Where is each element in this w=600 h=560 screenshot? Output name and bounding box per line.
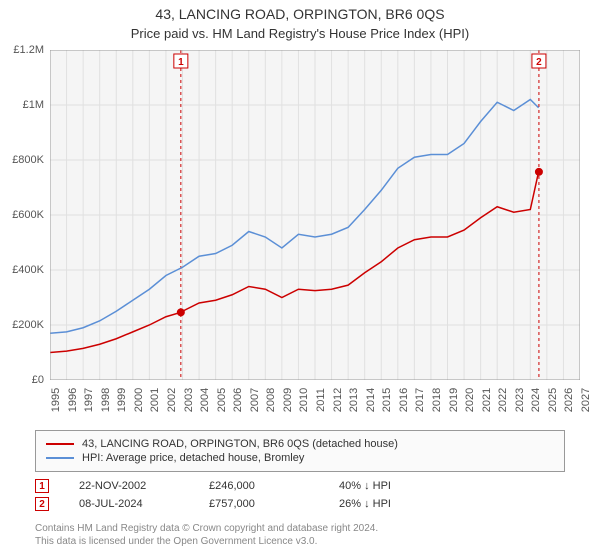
x-tick-label: 2024 xyxy=(530,388,542,412)
chart-area: 12 xyxy=(50,50,580,380)
transaction-date: 08-JUL-2024 xyxy=(79,498,209,510)
y-tick-label: £0 xyxy=(32,374,44,386)
x-tick-label: 2000 xyxy=(133,388,145,412)
transaction-delta: 26% ↓ HPI xyxy=(339,498,469,510)
x-tick-label: 2015 xyxy=(381,388,393,412)
x-tick-label: 2002 xyxy=(166,388,178,412)
transaction-date: 22-NOV-2002 xyxy=(79,480,209,492)
svg-text:2: 2 xyxy=(536,57,542,68)
x-tick-label: 1996 xyxy=(67,388,79,412)
transaction-table: 1 22-NOV-2002£246,00040% ↓ HPI 2 08-JUL-202… xyxy=(35,475,565,515)
x-tick-label: 2007 xyxy=(249,388,261,412)
y-tick-label: £1.2M xyxy=(13,44,44,56)
page-subtitle: Price paid vs. HM Land Registry's House … xyxy=(0,22,600,47)
x-tick-label: 2023 xyxy=(514,388,526,412)
x-tick-label: 2010 xyxy=(298,388,310,412)
legend-swatch xyxy=(46,457,74,459)
legend-label: 43, LANCING ROAD, ORPINGTON, BR6 0QS (de… xyxy=(82,438,398,450)
legend-box: 43, LANCING ROAD, ORPINGTON, BR6 0QS (de… xyxy=(35,430,565,472)
x-tick-label: 1995 xyxy=(50,388,62,412)
footer-line2: This data is licensed under the Open Gov… xyxy=(35,535,565,548)
footer-line1: Contains HM Land Registry data © Crown c… xyxy=(35,522,565,535)
x-tick-label: 2005 xyxy=(216,388,228,412)
x-tick-label: 2003 xyxy=(183,388,195,412)
footer-attribution: Contains HM Land Registry data © Crown c… xyxy=(35,522,565,548)
transaction-marker: 1 xyxy=(35,479,49,493)
svg-text:1: 1 xyxy=(178,57,184,68)
legend-row: HPI: Average price, detached house, Brom… xyxy=(46,452,554,464)
chart-container: 43, LANCING ROAD, ORPINGTON, BR6 0QS Pri… xyxy=(0,0,600,560)
y-tick-label: £200K xyxy=(12,319,44,331)
transaction-price: £757,000 xyxy=(209,498,339,510)
x-tick-label: 1997 xyxy=(83,388,95,412)
x-axis: 1995 1996 1997 1998 1999 2000 2001 2002 2003 2004… xyxy=(50,382,580,432)
legend-row: 43, LANCING ROAD, ORPINGTON, BR6 0QS (de… xyxy=(46,438,554,450)
x-tick-label: 2016 xyxy=(398,388,410,412)
x-tick-label: 2025 xyxy=(547,388,559,412)
x-tick-label: 1998 xyxy=(100,388,112,412)
y-tick-label: £800K xyxy=(12,154,44,166)
x-tick-label: 2011 xyxy=(315,388,327,412)
chart-plot: 12 xyxy=(50,50,580,380)
x-tick-label: 2022 xyxy=(497,388,509,412)
transaction-delta: 40% ↓ HPI xyxy=(339,480,469,492)
x-tick-label: 2008 xyxy=(265,388,277,412)
y-tick-label: £600K xyxy=(12,209,44,221)
x-tick-label: 2009 xyxy=(282,388,294,412)
x-tick-label: 2021 xyxy=(481,388,493,412)
y-tick-label: £400K xyxy=(12,264,44,276)
x-tick-label: 2006 xyxy=(232,388,244,412)
x-tick-label: 2027 xyxy=(580,388,592,412)
y-tick-label: £1M xyxy=(23,99,44,111)
x-tick-label: 2013 xyxy=(348,388,360,412)
transaction-marker: 2 xyxy=(35,497,49,511)
transaction-row: 1 22-NOV-2002£246,00040% ↓ HPI xyxy=(35,479,565,493)
legend-swatch xyxy=(46,443,74,445)
x-tick-label: 2020 xyxy=(464,388,476,412)
y-axis: £0£200K£400K£600K£800K£1M£1.2M xyxy=(0,50,50,380)
x-tick-label: 2017 xyxy=(414,388,426,412)
x-tick-label: 2004 xyxy=(199,388,211,412)
x-tick-label: 2014 xyxy=(365,388,377,412)
x-tick-label: 2026 xyxy=(563,388,575,412)
x-tick-label: 2012 xyxy=(332,388,344,412)
transaction-row: 2 08-JUL-2024£757,00026% ↓ HPI xyxy=(35,497,565,511)
x-tick-label: 2018 xyxy=(431,388,443,412)
legend-label: HPI: Average price, detached house, Brom… xyxy=(82,452,304,464)
x-tick-label: 1999 xyxy=(116,388,128,412)
page-title: 43, LANCING ROAD, ORPINGTON, BR6 0QS xyxy=(0,0,600,22)
x-tick-label: 2001 xyxy=(149,388,161,412)
x-tick-label: 2019 xyxy=(448,388,460,412)
transaction-price: £246,000 xyxy=(209,480,339,492)
